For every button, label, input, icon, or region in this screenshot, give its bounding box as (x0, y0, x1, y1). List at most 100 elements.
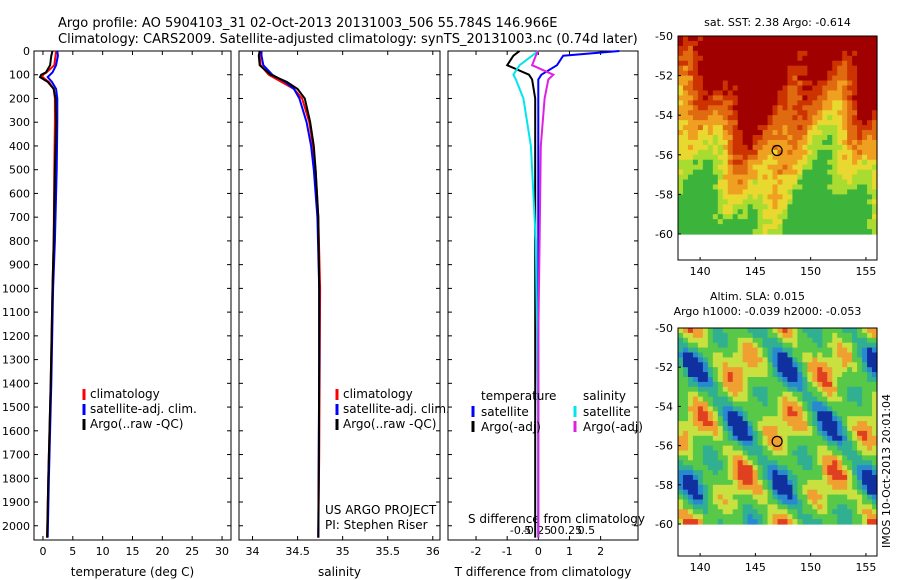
sst-map-cell (802, 164, 808, 171)
sla-map-cell (682, 475, 689, 481)
sla-map-cell (747, 391, 754, 398)
sst-map-cell (777, 36, 784, 42)
sla-map-cell (847, 396, 853, 403)
sla-map-cell (832, 519, 838, 525)
sst-map-cell (802, 224, 808, 230)
sla-map-cell (717, 484, 724, 491)
sst-map-cell (862, 55, 868, 62)
sla-map-cell (697, 411, 704, 417)
sst-map-cell (732, 194, 739, 200)
sst-map-cell (757, 174, 764, 181)
sla-map-cell (842, 479, 848, 486)
sst-map-cell (757, 199, 764, 205)
sla-map-cell (872, 430, 878, 437)
sst-map-cell (822, 169, 828, 176)
sst-map-cell (678, 174, 684, 181)
sst-map-cell (722, 40, 729, 47)
sla-map-cell (807, 421, 813, 427)
sst-map-cell (822, 55, 828, 62)
sst-map-cell (687, 209, 694, 215)
sst-map-cell (872, 159, 878, 166)
sla-map-cell (792, 475, 798, 481)
sst-map-cell (747, 159, 754, 166)
sla-map-cell (817, 504, 823, 510)
sst-map-cell (777, 159, 784, 166)
sla-map-cell (812, 489, 818, 496)
sla-map-cell (782, 426, 789, 432)
sla-map-cell (697, 440, 704, 447)
sst-map-cell (777, 189, 784, 195)
sla-map-cell (857, 514, 863, 520)
sst-map-cell (802, 209, 808, 215)
sla-map-cell (737, 381, 744, 388)
sla-map-cell (857, 484, 863, 491)
sla-map-cell (772, 494, 779, 501)
sst-map-cell (732, 144, 739, 151)
sla-map-cell (832, 347, 838, 354)
sla-map-cell (717, 440, 724, 447)
sst-map-cell (827, 100, 833, 106)
sst-map-cell (842, 60, 848, 67)
sst-map-cell (767, 159, 774, 166)
sla-map-cell (722, 347, 729, 354)
sst-map-cell (847, 164, 853, 171)
sla-map-cell (782, 386, 789, 393)
sla-map-cell (687, 494, 694, 501)
sst-map-cell (807, 149, 813, 156)
sla-map-cell (857, 465, 863, 471)
sst-map-cell (832, 184, 838, 191)
sst-map-cell (842, 75, 848, 82)
sla-map-cell (687, 504, 694, 510)
sla-map-cell (857, 494, 863, 501)
sla-map-cell (737, 411, 744, 417)
sla-map-cell (812, 372, 818, 378)
sla-map-cell (737, 396, 744, 403)
sla-map-cell (692, 479, 699, 486)
sla-map-cell (777, 440, 784, 447)
sla-map-cell (827, 465, 833, 471)
sla-map-cell (872, 470, 878, 476)
sla-map-cell (797, 347, 803, 354)
sla-map-cell (727, 479, 734, 486)
sla-map-cell (767, 440, 774, 447)
sst-map-cell (752, 189, 759, 195)
sla-map-cell (678, 494, 684, 501)
sst-map-cell (832, 60, 838, 67)
sst-map-cell (762, 60, 769, 67)
sla-map-cell (862, 406, 868, 412)
sst-map-cell (732, 229, 739, 235)
sst-map-cell (732, 189, 739, 195)
sst-map-cell (697, 214, 704, 220)
sla-map-cell (737, 484, 744, 491)
sla-map-cell (722, 455, 729, 461)
sla-map-cell (697, 450, 704, 456)
sla-map-cell (747, 494, 754, 501)
sla-map-cell (767, 519, 774, 525)
sla-map-cell (807, 328, 813, 334)
sst-map-cell (702, 50, 709, 57)
sla-map-cell (822, 426, 828, 432)
sla-map-cell (722, 450, 729, 456)
sst-map-cell (767, 184, 774, 191)
sst-map-cell (732, 120, 739, 126)
sla-map-cell (727, 367, 734, 373)
sla-map-cell (807, 465, 813, 471)
sst-map-cell (732, 45, 739, 52)
sst-map-cell (837, 144, 843, 151)
sla-map-cell (822, 465, 828, 471)
sla-map-cell (832, 514, 838, 520)
sst-map-cell (852, 154, 858, 161)
sst-map-cell (697, 130, 704, 136)
sla-map-cell (687, 357, 694, 363)
sst-map-cell (737, 199, 744, 205)
sst-map-cell (777, 110, 784, 116)
depth-tick-label: 1400 (2, 377, 30, 390)
sla-map-xtick-label: 150 (800, 561, 821, 574)
sst-map-cell (737, 174, 744, 181)
temperature-xtick-label: 20 (155, 545, 169, 558)
sst-map-cell (747, 209, 754, 215)
sst-map-cell (757, 144, 764, 151)
sla-map-cell (747, 519, 754, 525)
sla-map-cell (692, 475, 699, 481)
sst-map-cell (742, 36, 749, 42)
